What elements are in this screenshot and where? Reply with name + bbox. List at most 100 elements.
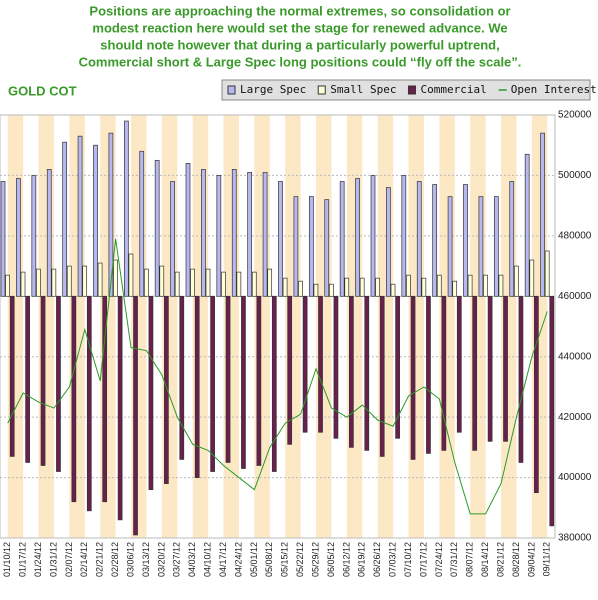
bar — [364, 295, 370, 451]
bar — [210, 295, 215, 472]
bar — [16, 178, 21, 297]
title-line: Positions are approaching the normal ext… — [89, 3, 510, 18]
bar — [148, 295, 154, 491]
legend-label: Small Spec — [330, 83, 396, 96]
x-tick-label: 02/07/12 — [64, 542, 74, 577]
legend-label: Commercial — [420, 83, 486, 96]
bar — [247, 172, 253, 297]
subtitle: GOLD COT — [8, 83, 77, 98]
bar — [82, 265, 88, 297]
bar — [9, 295, 15, 457]
bar — [452, 280, 458, 297]
title-line: should note however that during a partic… — [100, 37, 499, 52]
x-tick-label: 04/17/12 — [218, 542, 228, 577]
bar — [483, 274, 488, 297]
bar — [77, 135, 83, 297]
bar — [318, 295, 323, 433]
x-tick-label: 03/20/12 — [156, 542, 166, 577]
bar — [159, 265, 165, 297]
x-tick-label: 03/13/12 — [141, 542, 151, 577]
x-tick-label: 01/10/12 — [2, 542, 12, 577]
bar — [436, 274, 442, 297]
x-tick-label: 01/24/12 — [33, 542, 43, 577]
bar — [487, 295, 493, 442]
bar — [251, 271, 257, 297]
bar — [395, 295, 400, 439]
bar — [93, 144, 98, 297]
bar — [56, 295, 61, 472]
bar — [298, 280, 303, 297]
bar — [174, 271, 180, 297]
bar — [20, 271, 26, 297]
bar — [185, 162, 191, 297]
bar — [62, 141, 68, 297]
x-tick-label: 01/31/12 — [48, 542, 58, 577]
bar — [456, 295, 462, 433]
bar — [329, 283, 334, 297]
bar — [201, 169, 206, 297]
bar — [324, 199, 330, 297]
bar — [40, 295, 46, 466]
x-tick-label: 03/06/12 — [125, 542, 135, 577]
x-tick-label: 04/03/12 — [187, 542, 197, 577]
x-tick-label: 09/11/12 — [542, 542, 552, 576]
bar — [154, 159, 160, 297]
bar — [370, 175, 376, 297]
bar — [231, 169, 237, 297]
bar — [333, 295, 339, 439]
bar — [36, 268, 41, 297]
bar — [51, 268, 57, 297]
x-tick-label: 07/03/12 — [388, 542, 398, 577]
x-tick-label: 03/27/12 — [172, 542, 182, 577]
bar — [518, 295, 524, 463]
x-tick-label: 05/01/12 — [249, 542, 259, 577]
bar — [190, 268, 195, 297]
bar — [359, 277, 365, 297]
x-tick-label: 08/28/12 — [511, 542, 521, 577]
bar — [308, 196, 314, 297]
bar — [401, 175, 407, 297]
title-line: modest reaction here would set the stage… — [92, 20, 507, 35]
line — [7, 238, 548, 515]
bar — [503, 295, 508, 442]
bar — [493, 196, 499, 297]
y-tick-label: 480000 — [558, 230, 592, 241]
bar — [133, 295, 138, 536]
x-tick-label: 05/22/12 — [295, 542, 305, 577]
y-tick-label: 380000 — [558, 533, 592, 544]
y-tick-label: 500000 — [558, 170, 592, 181]
x-tick-label: 04/10/12 — [203, 542, 213, 577]
bar — [534, 295, 539, 494]
legend-label: Large Spec — [240, 83, 306, 96]
y-tick-label: 520000 — [558, 110, 592, 121]
bar — [421, 277, 427, 297]
bar — [339, 181, 345, 297]
bar — [426, 295, 431, 454]
bar — [236, 271, 242, 297]
bar — [313, 283, 319, 297]
x-tick-label: 06/12/12 — [341, 542, 351, 577]
x-tick-label: 07/10/12 — [403, 542, 413, 577]
x-tick-label: 07/17/12 — [418, 542, 428, 577]
bar — [216, 175, 222, 297]
y-tick-label: 400000 — [558, 472, 592, 483]
bar — [472, 295, 478, 451]
x-tick-label: 05/15/12 — [280, 542, 290, 577]
bar — [179, 295, 185, 460]
bar — [25, 295, 30, 463]
bar — [498, 274, 504, 297]
bar — [31, 175, 37, 297]
bar — [271, 295, 277, 472]
bar — [540, 132, 545, 297]
bar — [549, 295, 555, 527]
x-tick-label: 05/08/12 — [264, 542, 274, 577]
x-tick-label: 08/21/12 — [495, 542, 505, 577]
y-tick-label: 460000 — [558, 291, 592, 302]
bar — [86, 295, 92, 512]
x-tick-label: 08/07/12 — [465, 542, 475, 577]
legend-box — [221, 79, 591, 101]
bar — [544, 250, 550, 297]
bar — [513, 265, 519, 297]
bar — [113, 259, 118, 297]
bar — [278, 181, 283, 297]
